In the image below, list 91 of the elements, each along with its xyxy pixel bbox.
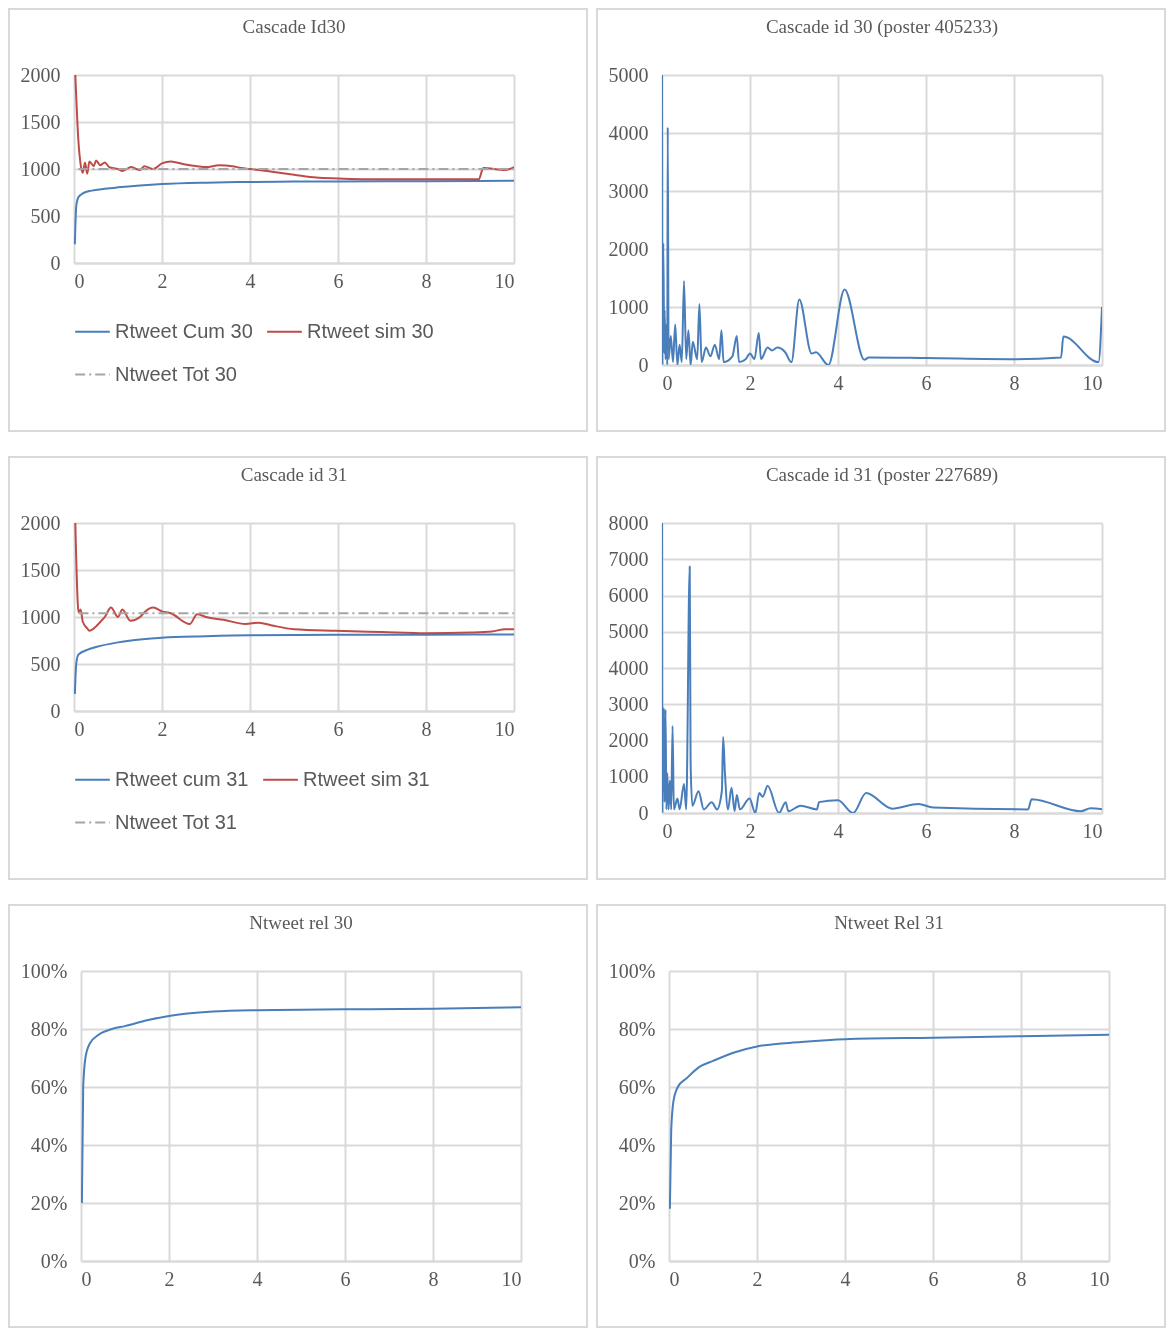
x-tick-label: 8 [1009,371,1020,394]
line-series [669,1033,1109,1210]
x-tick-label: 0 [74,269,85,292]
y-tick-label: 2000 [20,511,61,534]
line-series [662,523,1102,813]
chart-title: Cascade Id30 [242,16,346,37]
x-tick-label: 8 [428,1267,439,1290]
y-tick-label: 500 [30,204,61,227]
x-tick-label: 0 [662,371,673,394]
chart-title: Ntweet Rel 31 [834,912,944,933]
x-tick-label: 10 [1089,1267,1110,1290]
y-tick-label: 1000 [20,605,61,628]
x-tick-label: 8 [421,269,432,292]
x-tick-label: 2 [752,1267,763,1290]
line-series [662,75,1102,365]
x-tick-label: 10 [1082,371,1103,394]
chart-title: Ntweet rel 30 [249,912,353,933]
y-tick-label: 2000 [608,729,649,751]
y-tick-label: 0 [50,251,61,274]
y-tick-label: 1000 [608,765,649,788]
y-tick-label: 60% [618,1075,656,1098]
y-tick-label: 80% [618,1017,656,1040]
y-tick-label: 4000 [608,656,649,679]
line-series [81,1006,521,1204]
x-tick-label: 0 [669,1267,680,1290]
x-tick-label: 2 [157,269,168,292]
x-tick-label: 6 [928,1267,939,1290]
y-tick-label: 2000 [20,63,61,86]
x-tick-label: 6 [921,819,932,842]
line-series [74,633,514,696]
x-tick-label: 4 [245,717,256,740]
y-tick-label: 3000 [608,179,649,202]
y-tick-label: 500 [30,652,61,675]
x-tick-label: 8 [1016,1267,1027,1290]
x-tick-label: 10 [494,269,515,292]
y-tick-label: 100% [20,959,68,982]
x-tick-label: 4 [833,819,844,842]
chart-title: Cascade id 31 (poster 227689) [765,464,999,486]
x-tick-label: 6 [340,1267,351,1290]
y-tick-label: 0 [50,699,61,722]
legend-label: Ntweet Tot 31 [115,810,237,833]
chart-title: Cascade id 31 [240,464,348,485]
x-tick-label: 10 [494,717,515,740]
legend-label: Rtweet Cum 30 [115,319,253,342]
y-tick-label: 0 [638,801,649,824]
x-tick-label: 2 [164,1267,175,1290]
y-tick-label: 1500 [20,110,61,133]
y-tick-label: 100% [608,959,656,982]
legend-label: Rtweet sim 30 [307,319,434,342]
y-tick-label: 0% [628,1249,656,1272]
y-tick-label: 40% [618,1133,656,1156]
x-tick-label: 2 [745,819,756,842]
y-tick-label: 60% [30,1075,68,1098]
x-tick-label: 2 [157,717,168,740]
y-tick-label: 2000 [608,237,649,260]
legend-label: Rtweet cum 31 [115,767,249,790]
y-tick-label: 3000 [608,692,649,715]
x-tick-label: 0 [662,819,673,842]
x-tick-label: 0 [74,717,85,740]
x-tick-label: 8 [1009,819,1020,842]
y-tick-label: 8000 [608,511,649,534]
x-tick-label: 6 [333,269,344,292]
x-tick-label: 4 [245,269,256,292]
x-tick-label: 0 [81,1267,92,1290]
y-tick-label: 20% [30,1191,68,1214]
y-tick-label: 20% [618,1191,656,1214]
chart-title: Cascade id 30 (poster 405233) [765,16,999,38]
y-tick-label: 4000 [608,121,649,144]
y-tick-label: 0% [40,1249,68,1272]
y-tick-label: 5000 [608,63,649,86]
y-tick-label: 1000 [20,157,61,180]
y-tick-label: 5000 [608,620,649,643]
x-tick-label: 10 [1082,819,1103,842]
x-tick-label: 8 [421,717,432,740]
x-tick-label: 4 [840,1267,851,1290]
x-tick-label: 10 [501,1267,522,1290]
y-tick-label: 80% [30,1017,68,1040]
x-tick-label: 6 [333,717,344,740]
y-tick-label: 0 [638,353,649,376]
legend-label: Rtweet sim 31 [303,767,430,790]
y-tick-label: 1000 [608,295,649,318]
x-tick-label: 6 [921,371,932,394]
x-tick-label: 4 [833,371,844,394]
x-tick-label: 4 [252,1267,263,1290]
y-tick-label: 1500 [20,558,61,581]
y-tick-label: 7000 [608,547,649,570]
line-series [74,179,514,246]
y-tick-label: 40% [30,1133,68,1156]
x-tick-label: 2 [745,371,756,394]
y-tick-label: 6000 [608,584,649,606]
legend-label: Ntweet Tot 30 [115,362,237,385]
